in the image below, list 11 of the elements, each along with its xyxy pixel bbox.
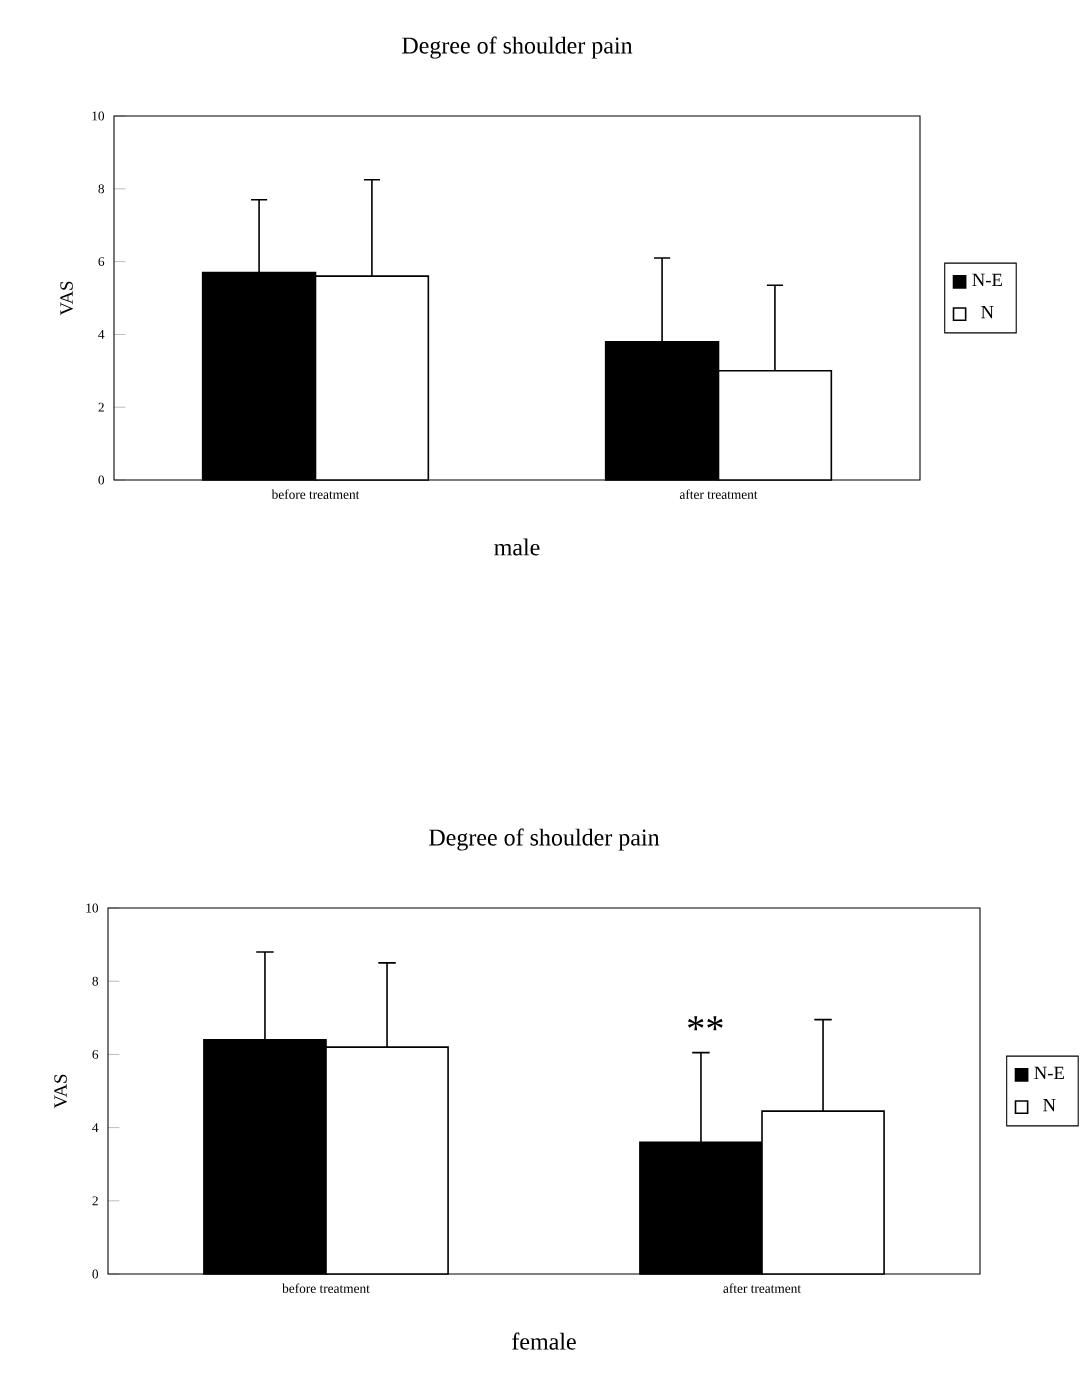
annotation: ** [688, 1016, 723, 1031]
legend-label: N [981, 306, 994, 319]
chart-title: Degree of shoulder pain [429, 828, 660, 851]
legend-label: N-E [1034, 1066, 1064, 1080]
legend-label: N [1043, 1099, 1056, 1112]
y-axis-title: VAS [54, 1074, 67, 1109]
legend-label: N-E [972, 273, 1002, 287]
chart-title: Degree of shoulder pain [402, 36, 633, 59]
y-axis-title: VAS [60, 281, 73, 316]
x-axis-title: female [512, 1332, 576, 1350]
x-axis-title: male [494, 538, 540, 556]
